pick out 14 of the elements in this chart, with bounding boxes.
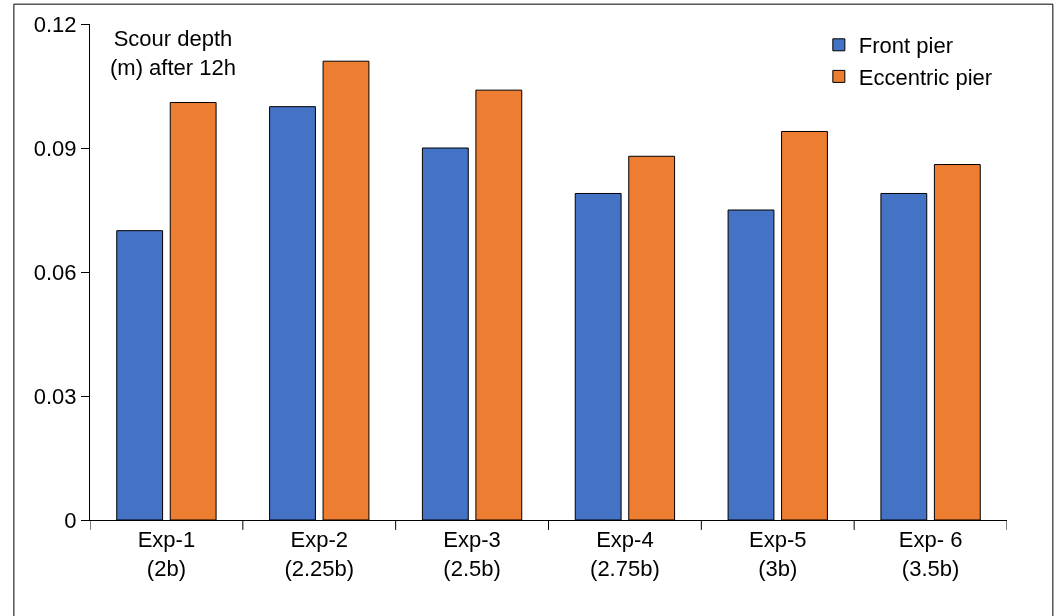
x-tick-label: Exp- 6 (3.5b)	[898, 527, 963, 581]
x-tick-label: Exp-5 (3b)	[749, 527, 807, 581]
legend-label: Eccentric pier	[858, 64, 993, 90]
y-tick-label: 0.12	[33, 11, 77, 37]
x-tick-label: Exp-1 (2b)	[137, 527, 196, 581]
y-tick-label: 0	[64, 507, 77, 533]
y-tick-label: 0.09	[33, 135, 77, 161]
y-tick-label: 0.03	[33, 383, 77, 409]
y-tick-label: 0.06	[33, 259, 77, 285]
x-tick-label: Exp-4 (2.75b)	[590, 527, 660, 581]
legend-label: Front pier	[858, 33, 953, 59]
x-tick-label: Exp-2 (2.25b)	[284, 527, 355, 581]
annotation: Scour depth (m) after 12h	[110, 26, 236, 80]
x-tick-label: Exp-3 (2.5b)	[443, 527, 501, 581]
